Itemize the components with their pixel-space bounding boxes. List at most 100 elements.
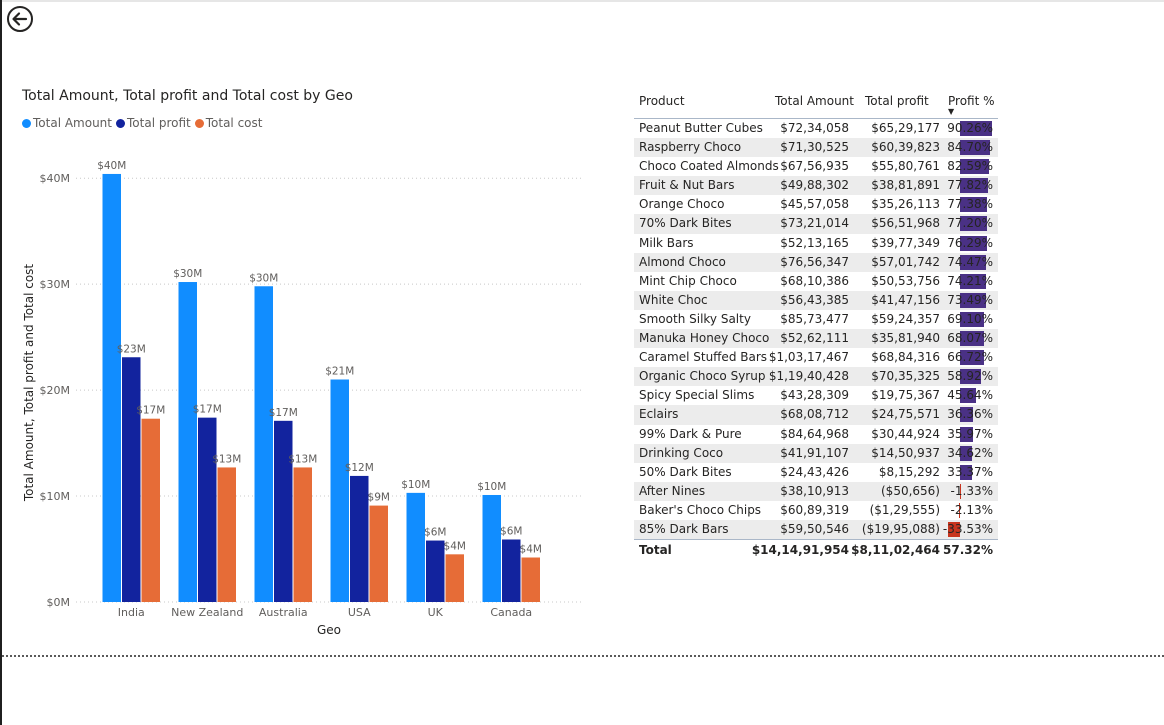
column-header-profit-pct[interactable]: Profit % [948, 94, 995, 108]
table-row[interactable]: 70% Dark Bites $73,21,014 $56,51,968 77.20% [634, 214, 998, 234]
profit-pct-cell: 74.21% [947, 273, 993, 288]
profit-cell: ($1,29,555) [869, 502, 940, 517]
y-axis-title: Total Amount, Total profit and Total cos… [22, 264, 36, 503]
product-cell: Milk Bars [639, 235, 694, 250]
profit-pct-cell: 36.36% [947, 407, 993, 422]
table-row[interactable]: Manuka Honey Choco $52,62,111 $35,81,940 68… [634, 329, 998, 349]
profit-pct-cell: 73.49% [947, 292, 993, 307]
profit-cell: $56,51,968 [871, 216, 940, 231]
amount-cell: $59,50,546 [780, 521, 849, 536]
profit-pct-cell: 66.72% [947, 350, 993, 365]
table-row[interactable]: 50% Dark Bites $24,43,426 $8,15,292 33.37% [634, 463, 998, 482]
amount-cell: $85,73,477 [780, 311, 849, 326]
total-profit: $8,11,02,464 [851, 543, 940, 558]
profit-pct-cell: 69.10% [947, 311, 993, 326]
bar-total-cost [445, 554, 464, 602]
data-label: $13M [288, 453, 317, 465]
legend-label: Total Amount [33, 116, 112, 130]
table-row[interactable]: 85% Dark Bars $59,50,546 ($19,95,088) -33.5… [634, 519, 998, 540]
product-cell: Orange Choco [639, 197, 725, 212]
table-row[interactable]: Fruit & Nut Bars $49,88,302 $38,81,891 77.8… [634, 176, 998, 196]
bar-total-amount [102, 173, 121, 602]
table-row[interactable]: 99% Dark & Pure $84,64,968 $30,44,924 35.97… [634, 425, 998, 444]
data-label: $21M [325, 366, 354, 378]
profit-pct-databar [960, 311, 985, 327]
table-row[interactable]: White Choc $56,43,385 $41,47,156 73.49% [634, 290, 998, 310]
column-header-total-amount[interactable]: Total Amount [775, 94, 854, 108]
legend-label: Total cost [205, 116, 263, 130]
profit-pct-databar [960, 159, 990, 175]
x-axis-title: Geo [317, 623, 341, 637]
sort-descending-icon: ▼ [948, 107, 955, 116]
profit-pct-cell: 90.26% [947, 121, 993, 135]
amount-cell: $1,03,17,467 [768, 350, 849, 365]
table-row[interactable]: Milk Bars $52,13,165 $39,77,349 76.29% [634, 234, 998, 253]
profit-cell: $38,81,891 [871, 178, 940, 193]
data-label: $6M [500, 525, 522, 537]
profit-cell: $70,35,325 [871, 369, 940, 384]
table-row[interactable]: Baker's Choco Chips $60,89,319 ($1,29,555)… [634, 501, 998, 520]
product-cell: Eclairs [639, 407, 679, 422]
table-row[interactable]: Choco Coated Almonds $67,56,935 $55,80,761… [634, 157, 998, 176]
table-row[interactable]: Peanut Butter Cubes $72,34,058 $65,29,177 9… [634, 119, 998, 138]
bar-total-profit [122, 357, 141, 602]
profit-pct-cell: 77.82% [947, 178, 993, 193]
profit-cell: $68,84,316 [871, 350, 940, 365]
table-row[interactable]: Organic Choco Syrup $1,19,40,428 $70,35,32… [634, 367, 998, 387]
data-label: $23M [117, 343, 146, 355]
bar-total-profit [426, 540, 445, 602]
amount-cell: $84,64,968 [780, 426, 849, 441]
table-row[interactable]: Caramel Stuffed Bars $1,03,17,467 $68,84,3… [634, 348, 998, 367]
product-cell: Drinking Coco [639, 445, 724, 460]
table-row[interactable]: Spicy Special Slims $43,28,309 $19,75,367 4… [634, 386, 998, 405]
profit-cell: $35,26,113 [871, 197, 940, 212]
profit-pct-databar [960, 388, 977, 404]
x-tick-label: UK [428, 606, 444, 619]
back-arrow-icon[interactable] [6, 5, 34, 33]
column-header-product[interactable]: Product [639, 94, 685, 108]
left-border [0, 0, 2, 725]
profit-pct-cell: 45.64% [947, 388, 993, 403]
bar-total-cost [217, 467, 236, 602]
amount-cell: $43,28,309 [780, 388, 849, 403]
amount-cell: $67,56,935 [780, 159, 849, 174]
profit-cell: $24,75,571 [871, 407, 940, 422]
product-cell: Choco Coated Almonds [639, 159, 779, 174]
table-row[interactable]: Mint Chip Choco $68,10,386 $50,53,756 74.21… [634, 272, 998, 291]
product-cell: 70% Dark Bites [639, 216, 732, 231]
bar-total-amount [482, 494, 501, 602]
profit-pct-databar [960, 178, 988, 194]
profit-pct-cell: -2.13% [950, 502, 993, 517]
legend-item-total-cost[interactable]: Total cost [194, 116, 263, 130]
data-label: $30M [249, 272, 278, 284]
data-label: $17M [193, 404, 222, 416]
product-cell: Organic Choco Syrup [639, 369, 766, 384]
legend-item-total-amount[interactable]: Total Amount [22, 116, 112, 130]
amount-cell: $38,10,913 [780, 483, 849, 498]
legend-item-total-profit[interactable]: Total profit [116, 116, 191, 130]
table-row[interactable]: Eclairs $68,08,712 $24,75,571 36.36% [634, 405, 998, 425]
table-row[interactable]: Almond Choco $76,56,347 $57,01,742 74.47% [634, 252, 998, 272]
column-header-total-profit[interactable]: Total profit [865, 94, 929, 108]
profit-pct-cell: 77.38% [947, 197, 993, 212]
profit-cell: $8,15,292 [878, 464, 940, 479]
bar-total-amount [254, 286, 273, 602]
data-label: $17M [136, 405, 165, 417]
profit-cell: $41,47,156 [871, 292, 940, 307]
profit-pct-cell: 34.62% [947, 445, 993, 460]
profit-cell: $35,81,940 [871, 331, 940, 346]
table-row[interactable]: Orange Choco $45,57,058 $35,26,113 77.38% [634, 195, 998, 214]
profit-pct-databar [960, 197, 988, 213]
table-row[interactable]: After Nines $38,10,913 ($50,656) -1.33% [634, 481, 998, 501]
profit-pct-cell: 68.07% [947, 331, 993, 346]
table-row[interactable]: Raspberry Choco $71,30,525 $60,39,823 84.70… [634, 138, 998, 158]
profit-pct-cell: 77.20% [947, 216, 993, 231]
amount-cell: $45,57,058 [780, 197, 849, 212]
product-cell: Manuka Honey Choco [639, 331, 770, 346]
product-cell: Caramel Stuffed Bars [639, 350, 768, 365]
table-row[interactable]: Smooth Silky Salty $85,73,477 $59,24,357 69… [634, 310, 998, 329]
legend-dot [194, 118, 204, 128]
top-border [0, 0, 1164, 2]
total-amount: $14,14,91,954 [751, 543, 849, 558]
table-row[interactable]: Drinking Coco $41,91,107 $14,50,937 34.62% [634, 443, 998, 463]
